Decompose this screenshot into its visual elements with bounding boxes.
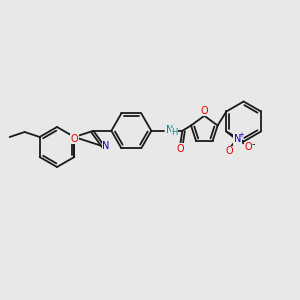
Text: O: O [70, 134, 78, 144]
Text: -: - [252, 140, 255, 149]
Text: N: N [234, 134, 241, 145]
Text: O: O [244, 142, 252, 152]
Text: +: + [238, 133, 244, 139]
Text: N: N [166, 125, 173, 135]
Text: O: O [176, 144, 184, 154]
Text: N: N [102, 141, 110, 151]
Text: H: H [171, 128, 178, 137]
Text: O: O [200, 106, 208, 116]
Text: O: O [226, 146, 233, 157]
